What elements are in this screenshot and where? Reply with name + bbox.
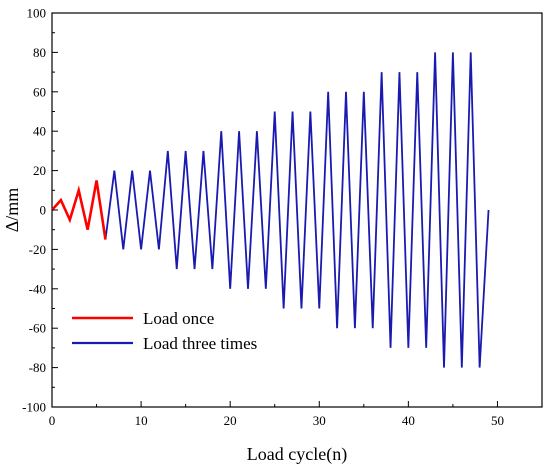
- x-axis-title: Load cycle(n): [247, 444, 347, 465]
- x-tick-label: 50: [491, 413, 504, 428]
- series-layer: [51, 52, 490, 368]
- y-tick-label: 80: [33, 45, 46, 60]
- y-tick-label: 100: [27, 6, 47, 21]
- y-axis-ticks: 100 80 60 40 20 0 -20 -40 -60 -80 -100: [22, 6, 58, 415]
- y-tick-label: 20: [33, 163, 46, 178]
- y-tick-label: 60: [33, 84, 46, 99]
- x-tick-label: 30: [313, 413, 326, 428]
- x-tick-label: 10: [135, 413, 148, 428]
- x-tick-label: 40: [402, 413, 415, 428]
- y-axis-title: Δ/mm: [2, 188, 22, 233]
- y-tick-label: -100: [22, 400, 46, 415]
- y-tick-label: -60: [29, 321, 46, 336]
- x-tick-label: 0: [49, 413, 56, 428]
- y-tick-label: -40: [29, 281, 46, 296]
- y-tick-label: 0: [40, 203, 47, 218]
- y-tick-label: -80: [29, 360, 46, 375]
- series-line-load-three-times: [104, 52, 490, 368]
- legend-label-load-three-times: Load three times: [143, 334, 257, 353]
- legend-label-load-once: Load once: [143, 309, 214, 328]
- legend: Load once Load three times: [72, 309, 257, 353]
- y-tick-label: 40: [33, 124, 46, 139]
- y-tick-label: -20: [29, 242, 46, 257]
- series-line-load-once: [51, 180, 107, 240]
- x-tick-label: 20: [224, 413, 237, 428]
- x-axis-ticks: 0 10 20 30 40 50: [49, 401, 543, 428]
